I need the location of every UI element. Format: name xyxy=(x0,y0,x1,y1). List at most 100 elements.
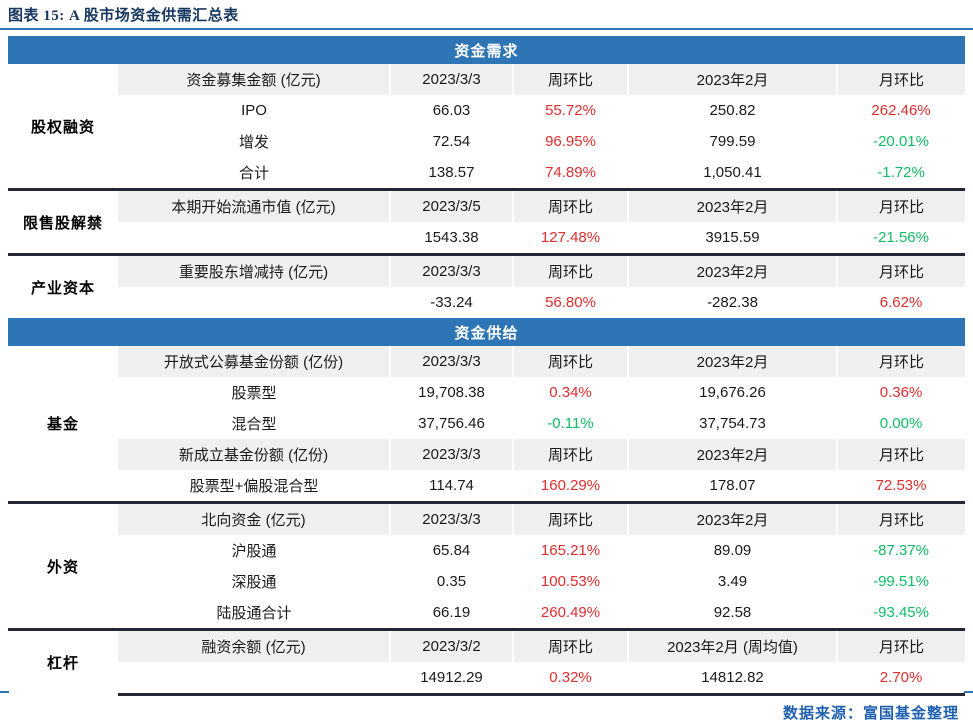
col-month: 2023年2月 xyxy=(627,64,837,95)
value-current: 72.54 xyxy=(432,133,471,150)
table-row: -33.24 56.80% -282.38 6.62% xyxy=(8,287,965,318)
figure-title: 图表 15: A 股市场资金供需汇总表 xyxy=(8,8,239,24)
row-label: 沪股通 xyxy=(231,543,277,560)
section-header-row: 资金需求 xyxy=(8,36,966,64)
value-current: 65.84 xyxy=(432,542,471,559)
value-month: 89.09 xyxy=(713,542,752,559)
col-month: 2023年2月 xyxy=(627,501,837,535)
group-label-foreign-capital: 外资 xyxy=(8,501,118,630)
group-label-leverage: 杠杆 xyxy=(8,628,118,695)
col-date: 2023/3/3 xyxy=(389,64,513,95)
value-month: 250.82 xyxy=(709,102,756,119)
col-date: 2023/3/3 xyxy=(389,439,513,470)
mom-change: -93.45% xyxy=(873,604,929,621)
wow-change: 160.29% xyxy=(540,477,601,494)
wow-change: 127.48% xyxy=(540,229,601,246)
col-metric-label: 开放式公募基金份额 (亿份) xyxy=(118,346,390,377)
table-row: 陆股通合计 66.19 260.49% 92.58 -93.45% xyxy=(8,597,965,630)
value-month: 799.59 xyxy=(709,133,756,150)
col-date: 2023/3/3 xyxy=(389,253,513,287)
col-month: 2023年2月 xyxy=(627,253,837,287)
table-row: 限售股解禁 本期开始流通市值 (亿元) 2023/3/5 周环比 2023年2月… xyxy=(8,188,966,255)
wow-change: 55.72% xyxy=(545,102,596,119)
wow-change: 260.49% xyxy=(540,604,601,621)
data-source-note: 数据来源：富国基金整理 xyxy=(782,706,959,722)
table-row: 产业资本 重要股东增减持 (亿元) 2023/3/3 周环比 2023年2月 月… xyxy=(8,253,966,318)
mom-change: -87.37% xyxy=(873,542,929,559)
edge-line-right xyxy=(964,691,973,693)
wow-change: 0.34% xyxy=(549,384,592,401)
table-row: 股权融资 资金募集金额 (亿元) 2023/3/3 周环比 2023年2月 月环… xyxy=(8,64,966,190)
value-current: 1543.38 xyxy=(424,229,479,246)
col-metric-label: 新成立基金份额 (亿份) xyxy=(118,439,390,470)
table-row: 14912.29 0.32% 14812.82 2.70% xyxy=(8,662,966,696)
value-month: 1,050.41 xyxy=(703,164,762,181)
mom-change: -21.56% xyxy=(873,229,929,246)
group-label-equity-financing: 股权融资 xyxy=(8,64,118,190)
row-label: 股票型 xyxy=(231,385,277,402)
table-row: 1543.38 127.48% 3915.59 -21.56% xyxy=(8,222,965,255)
table-row: 股票型 19,708.38 0.34% 19,676.26 0.36% xyxy=(8,377,965,408)
value-month: 3915.59 xyxy=(705,229,760,246)
col-date: 2023/3/5 xyxy=(389,188,513,222)
title-underline xyxy=(0,28,973,30)
value-month: -282.38 xyxy=(707,294,758,311)
col-month: 2023年2月 xyxy=(627,346,837,377)
row-label xyxy=(118,287,390,318)
col-wow-label: 周环比 xyxy=(512,628,628,662)
mom-change: 0.36% xyxy=(879,384,923,401)
value-current: 66.19 xyxy=(432,604,471,621)
col-wow-label: 周环比 xyxy=(512,439,628,470)
row-label: 合计 xyxy=(238,165,269,182)
col-date: 2023/3/2 xyxy=(389,628,513,662)
section-header-row: 资金供给 xyxy=(8,318,966,346)
section-header-demand: 资金需求 xyxy=(8,36,966,64)
col-mom-label: 月环比 xyxy=(835,64,966,95)
col-mom-label: 月环比 xyxy=(835,188,966,222)
col-mom-label: 月环比 xyxy=(835,501,966,535)
mom-change: 262.46% xyxy=(871,102,931,119)
col-date: 2023/3/3 xyxy=(389,501,513,535)
table-row: 混合型 37,756.46 -0.11% 37,754.73 0.00% xyxy=(8,408,965,439)
section-header-supply: 资金供给 xyxy=(8,318,966,346)
table-row: 基金 开放式公募基金份额 (亿份) 2023/3/3 周环比 2023年2月 月… xyxy=(8,346,966,503)
col-wow-label: 周环比 xyxy=(512,253,628,287)
mom-change: 2.70% xyxy=(837,662,966,696)
mom-change: 72.53% xyxy=(875,477,927,494)
table-row: 股票型+偏股混合型 114.74 160.29% 178.07 72.53% xyxy=(8,470,965,503)
table-row: IPO 66.03 55.72% 250.82 262.46% xyxy=(8,95,965,126)
col-metric-label: 融资余额 (亿元) xyxy=(118,628,390,662)
wow-change: 56.80% xyxy=(545,294,596,311)
col-mom-label: 月环比 xyxy=(835,253,966,287)
wow-change: 0.32% xyxy=(513,662,628,696)
col-month: 2023年2月 xyxy=(627,188,837,222)
row-label: IPO xyxy=(241,102,267,119)
group-label-share-unlock: 限售股解禁 xyxy=(8,188,118,255)
col-metric-label: 重要股东增减持 (亿元) xyxy=(118,253,390,287)
row-label: 深股通 xyxy=(231,574,277,591)
value-current: 0.35 xyxy=(436,573,467,590)
value-month: 3.49 xyxy=(717,573,748,590)
wow-change: 100.53% xyxy=(540,573,601,590)
col-wow-label: 周环比 xyxy=(512,64,628,95)
wow-change: 74.89% xyxy=(545,164,596,181)
value-month: 178.07 xyxy=(709,477,756,494)
value-month: 37,754.73 xyxy=(699,415,766,432)
edge-line-left xyxy=(0,691,9,693)
table-row: 外资 北向资金 (亿元) 2023/3/3 周环比 2023年2月 月环比 xyxy=(8,501,966,630)
group-label-industrial-capital: 产业资本 xyxy=(8,253,118,318)
col-date: 2023/3/3 xyxy=(389,346,513,377)
table-row: 增发 72.54 96.95% 799.59 -20.01% xyxy=(8,126,965,157)
table-row: 沪股通 65.84 165.21% 89.09 -87.37% xyxy=(8,535,965,566)
row-label: 股票型+偏股混合型 xyxy=(189,478,319,495)
col-month: 2023年2月 (周均值) xyxy=(627,628,837,662)
mom-change: -1.72% xyxy=(877,164,925,181)
col-metric-label: 资金募集金额 (亿元) xyxy=(118,64,390,95)
mom-change: 0.00% xyxy=(879,415,923,432)
value-month: 92.58 xyxy=(713,604,752,621)
capital-supply-demand-table: 资金需求 股权融资 资金募集金额 (亿元) 2023/3/3 周环比 2023年… xyxy=(8,36,966,696)
wow-change: 96.95% xyxy=(545,133,596,150)
row-label: 陆股通合计 xyxy=(216,605,292,622)
col-wow-label: 周环比 xyxy=(512,188,628,222)
mom-change: -99.51% xyxy=(873,573,929,590)
